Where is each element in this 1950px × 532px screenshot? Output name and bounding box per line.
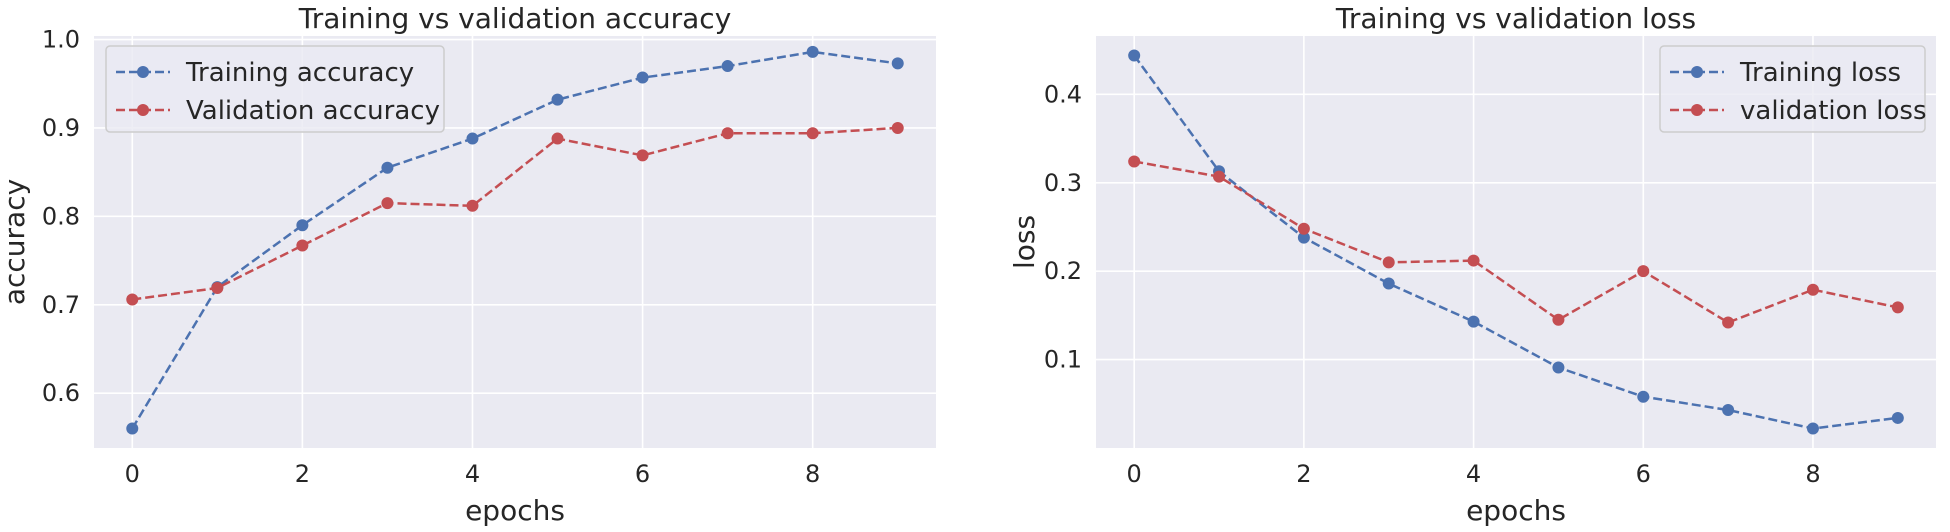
accuracy-training-point xyxy=(636,71,649,84)
accuracy-x-tick-label: 8 xyxy=(805,460,820,488)
loss-training-point xyxy=(1297,231,1310,244)
accuracy-training-point xyxy=(551,93,564,106)
accuracy-x-tick-label: 2 xyxy=(295,460,310,488)
loss-validation-point xyxy=(1552,313,1565,326)
accuracy-y-tick-label: 0.7 xyxy=(42,291,80,319)
accuracy-legend-label-training: Training accuracy xyxy=(185,58,414,88)
loss-chart: 0 2 4 6 8 0.1 0.2 0.3 0.4 Training vs validation… xyxy=(1008,2,1936,527)
accuracy-chart-title: Training vs validation accuracy xyxy=(298,2,732,35)
accuracy-training-point xyxy=(806,45,819,58)
loss-legend: Training loss validation loss xyxy=(1659,45,1927,133)
loss-training-point xyxy=(1806,422,1819,435)
accuracy-legend-marker-training xyxy=(137,66,149,78)
loss-y-tick-label: 0.1 xyxy=(1044,346,1082,374)
accuracy-validation-point xyxy=(466,199,479,212)
loss-validation-line xyxy=(1133,160,1899,324)
accuracy-training-point xyxy=(891,57,904,70)
accuracy-training-line xyxy=(131,50,898,430)
loss-validation-point xyxy=(1891,301,1904,314)
accuracy-legend-entry-training: Training accuracy xyxy=(116,58,414,88)
accuracy-validation-point xyxy=(891,121,904,134)
accuracy-legend-label-validation: Validation accuracy xyxy=(186,96,440,126)
accuracy-x-axis-label: epochs xyxy=(465,494,565,527)
accuracy-validation-point xyxy=(551,132,564,145)
accuracy-validation-point xyxy=(126,293,139,306)
loss-x-tick-label: 8 xyxy=(1805,460,1820,488)
accuracy-validation-point xyxy=(211,281,224,294)
loss-legend-marker-validation xyxy=(1691,104,1703,116)
loss-training-point xyxy=(1891,411,1904,424)
accuracy-validation-point xyxy=(636,149,649,162)
accuracy-legend-entry-validation: Validation accuracy xyxy=(116,96,440,126)
loss-x-tick-label: 4 xyxy=(1466,460,1481,488)
loss-validation-point xyxy=(1637,265,1650,278)
loss-legend-label-training: Training loss xyxy=(1739,58,1901,88)
loss-y-axis-label: loss xyxy=(1008,215,1041,269)
loss-validation-point xyxy=(1382,256,1395,269)
accuracy-validation-point xyxy=(721,127,734,140)
accuracy-y-tick-label: 0.6 xyxy=(42,379,80,407)
accuracy-x-tick-label: 6 xyxy=(635,460,650,488)
accuracy-training-point xyxy=(466,132,479,145)
loss-training-point xyxy=(1552,361,1565,374)
loss-legend-entry-validation: validation loss xyxy=(1670,96,1927,126)
loss-validation-point xyxy=(1722,316,1735,329)
loss-validation-point xyxy=(1128,155,1141,168)
accuracy-x-tick-label: 0 xyxy=(125,460,140,488)
loss-y-tick-label: 0.4 xyxy=(1044,80,1082,108)
loss-ticks: 0 2 4 6 8 0.1 0.2 0.3 0.4 xyxy=(1044,80,1821,488)
loss-training-line xyxy=(1133,54,1898,430)
loss-validation-point xyxy=(1297,222,1310,235)
accuracy-legend-marker-validation xyxy=(137,104,149,116)
loss-x-tick-label: 2 xyxy=(1296,460,1311,488)
accuracy-training-point xyxy=(126,422,139,435)
loss-training-point xyxy=(1637,390,1650,403)
loss-chart-title: Training vs validation loss xyxy=(1335,2,1696,35)
accuracy-chart: 0 2 4 6 8 0.6 0.7 0.8 0.9 1.0 Training vs validat… xyxy=(0,2,936,527)
loss-legend-box xyxy=(1659,45,1926,133)
accuracy-y-tick-label: 0.9 xyxy=(42,114,80,142)
loss-legend-label-validation: validation loss xyxy=(1740,96,1927,126)
loss-legend-entry-training: Training loss xyxy=(1670,58,1901,88)
accuracy-validation-point xyxy=(806,127,819,140)
accuracy-training-point xyxy=(296,219,309,232)
loss-x-tick-label: 0 xyxy=(1127,460,1142,488)
loss-training-point xyxy=(1467,315,1480,328)
loss-validation-point xyxy=(1806,283,1819,296)
loss-validation-point xyxy=(1213,170,1226,183)
accuracy-ticks: 0 2 4 6 8 0.6 0.7 0.8 0.9 1.0 xyxy=(42,26,820,488)
accuracy-validation-point xyxy=(381,197,394,210)
loss-x-axis-label: epochs xyxy=(1466,494,1566,527)
accuracy-training-point xyxy=(721,60,734,73)
accuracy-validation-point xyxy=(296,239,309,252)
loss-training-point xyxy=(1382,277,1395,290)
loss-x-tick-label: 6 xyxy=(1636,460,1651,488)
accuracy-validation-line xyxy=(132,126,898,301)
accuracy-legend: Training accuracy Validation accuracy xyxy=(105,45,445,133)
accuracy-series xyxy=(126,45,904,435)
accuracy-y-axis-label: accuracy xyxy=(0,179,31,305)
accuracy-training-point xyxy=(381,161,394,174)
loss-y-tick-label: 0.2 xyxy=(1044,257,1082,285)
accuracy-y-tick-label: 1.0 xyxy=(42,26,80,54)
loss-y-tick-label: 0.3 xyxy=(1044,169,1082,197)
loss-training-point xyxy=(1722,403,1735,416)
accuracy-x-tick-label: 4 xyxy=(465,460,480,488)
accuracy-y-tick-label: 0.8 xyxy=(42,202,80,230)
loss-validation-point xyxy=(1467,254,1480,267)
loss-training-point xyxy=(1128,49,1141,62)
loss-series xyxy=(1128,49,1904,435)
loss-legend-marker-training xyxy=(1691,66,1703,78)
accuracy-legend-box xyxy=(105,45,445,133)
